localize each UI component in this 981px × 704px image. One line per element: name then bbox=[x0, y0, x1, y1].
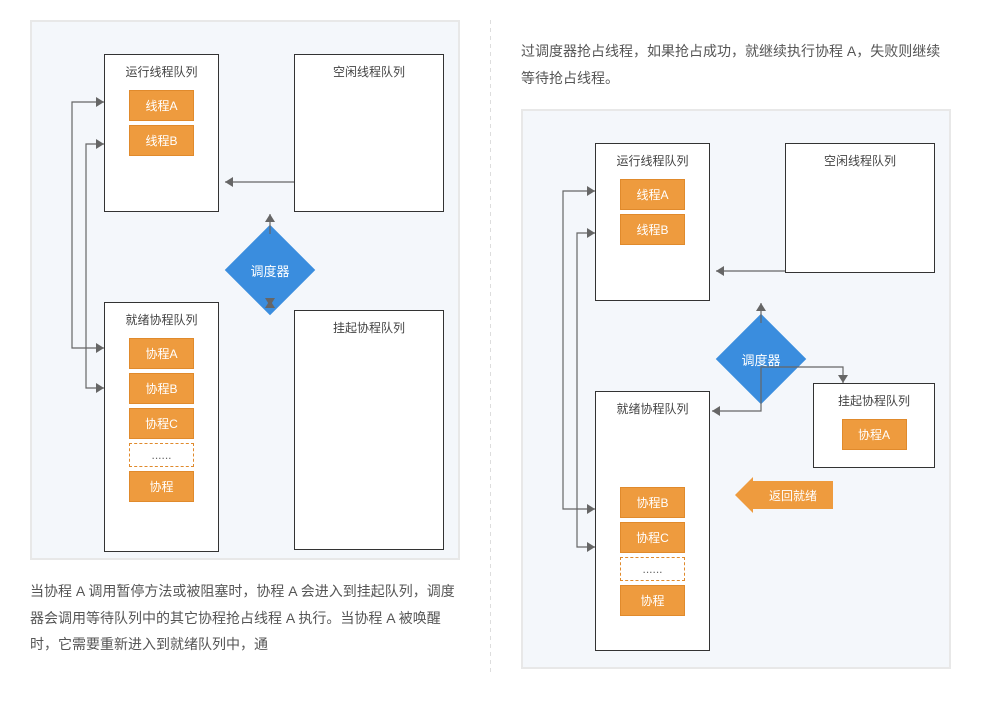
running_queue-title: 运行线程队列 bbox=[596, 144, 709, 175]
ready_queue-title: 就绪协程队列 bbox=[596, 392, 709, 423]
chip-thread_b: 线程B bbox=[129, 125, 194, 156]
scheduler-diamond: 调度器 bbox=[225, 225, 316, 316]
ready_queue-title: 就绪协程队列 bbox=[105, 303, 218, 334]
suspended_queue-title: 挂起协程队列 bbox=[814, 384, 934, 415]
suspended_queue-pane: 挂起协程队列协程A bbox=[813, 383, 935, 468]
idle_queue-pane: 空闲线程队列 bbox=[294, 54, 444, 212]
chip-co_generic: 协程 bbox=[620, 585, 685, 616]
suspended_queue-pane: 挂起协程队列 bbox=[294, 310, 444, 550]
paragraph-2: 过调度器抢占线程，如果抢占成功，就继续执行协程 A，失败则继续等待抢占线程。 bbox=[521, 38, 951, 91]
diagram-2: 运行线程队列线程A 线程B 空闲线程队列就绪协程队列协程B 协程C...... 协程 挂起… bbox=[521, 109, 951, 669]
scheduler-label: 调度器 bbox=[238, 238, 302, 302]
running_queue-title: 运行线程队列 bbox=[105, 55, 218, 86]
idle_queue-pane: 空闲线程队列 bbox=[785, 143, 935, 273]
chip-co_c: 协程C bbox=[129, 408, 194, 439]
chip-co_generic: 协程 bbox=[129, 471, 194, 502]
paragraph-1: 当协程 A 调用暂停方法或被阻塞时，协程 A 会进入到挂起队列，调度器会调用等待… bbox=[30, 578, 460, 658]
scheduler-diamond: 调度器 bbox=[716, 314, 807, 405]
right-column: 过调度器抢占线程，如果抢占成功，就继续执行协程 A，失败则继续等待抢占线程。 运… bbox=[521, 20, 951, 676]
ready_queue-pane: 就绪协程队列协程B 协程C...... 协程 bbox=[595, 391, 710, 651]
running_queue-pane: 运行线程队列线程A 线程B bbox=[595, 143, 710, 301]
chip-co_a: 协程A bbox=[842, 419, 907, 450]
chip-ellipsis: ...... bbox=[129, 443, 194, 467]
column-divider bbox=[490, 20, 491, 676]
return-ready-arrow: 返回就绪 bbox=[753, 481, 833, 509]
chip-ellipsis: ...... bbox=[620, 557, 685, 581]
chip-co_c: 协程C bbox=[620, 522, 685, 553]
chip-thread_a: 线程A bbox=[129, 90, 194, 121]
idle_queue-title: 空闲线程队列 bbox=[786, 144, 934, 175]
suspended_queue-title: 挂起协程队列 bbox=[295, 311, 443, 342]
scheduler-label: 调度器 bbox=[729, 327, 793, 391]
chip-co_a: 协程A bbox=[129, 338, 194, 369]
chip-thread_a: 线程A bbox=[620, 179, 685, 210]
chip-thread_b: 线程B bbox=[620, 214, 685, 245]
left-column: 运行线程队列线程A 线程B 空闲线程队列就绪协程队列协程A 协程B 协程C...... 协… bbox=[30, 20, 460, 676]
chip-co_b: 协程B bbox=[620, 487, 685, 518]
chip-co_b: 协程B bbox=[129, 373, 194, 404]
ready_queue-pane: 就绪协程队列协程A 协程B 协程C...... 协程 bbox=[104, 302, 219, 552]
idle_queue-title: 空闲线程队列 bbox=[295, 55, 443, 86]
diagram-1: 运行线程队列线程A 线程B 空闲线程队列就绪协程队列协程A 协程B 协程C...... 协… bbox=[30, 20, 460, 560]
running_queue-pane: 运行线程队列线程A 线程B bbox=[104, 54, 219, 212]
